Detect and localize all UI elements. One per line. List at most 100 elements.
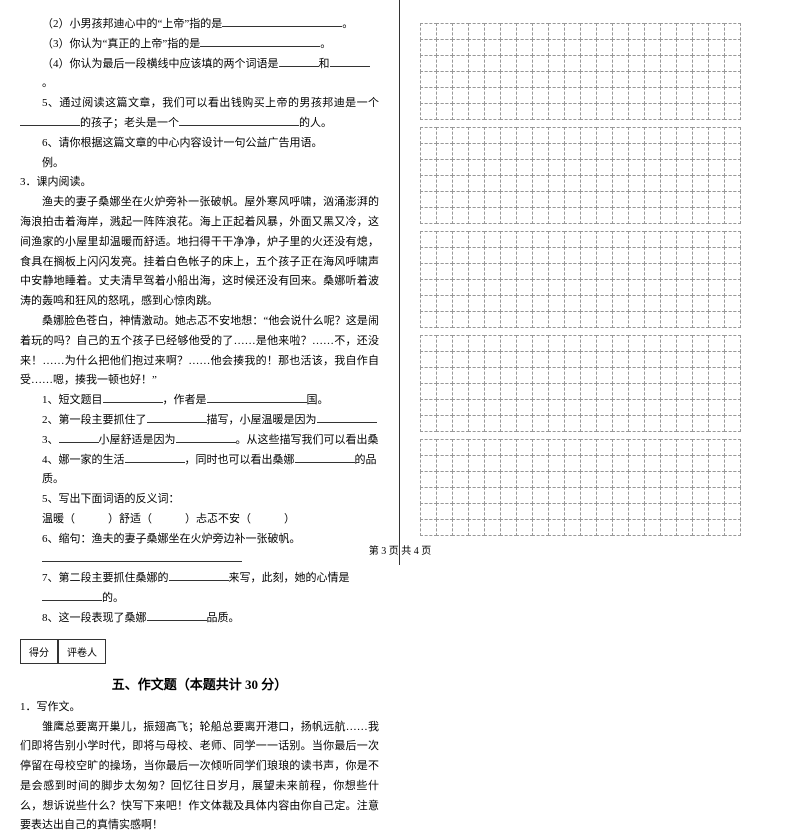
grid-cell: [708, 23, 725, 40]
grid-cell: [500, 103, 517, 120]
grid-cell: [532, 367, 549, 384]
grid-cell: [468, 159, 485, 176]
grid-cell: [644, 231, 661, 248]
grid-cell: [580, 127, 597, 144]
grid-cell: [468, 263, 485, 280]
grid-cell: [420, 191, 437, 208]
grid-cell: [436, 231, 453, 248]
grid-cell: [452, 439, 469, 456]
grid-cell: [436, 103, 453, 120]
grid-cell: [708, 231, 725, 248]
grid-cell: [484, 207, 501, 224]
grid-cell: [724, 351, 741, 368]
grid-cell: [724, 103, 741, 120]
grid-cell: [660, 279, 677, 296]
grid-cell: [724, 247, 741, 264]
grid-cell: [500, 279, 517, 296]
grid-cell: [724, 55, 741, 72]
grid-cell: [596, 55, 613, 72]
grid-cell: [612, 39, 629, 56]
grid-cell: [660, 415, 677, 432]
grid-cell: [484, 415, 501, 432]
grid-cell: [628, 127, 645, 144]
grid-cell: [660, 207, 677, 224]
grid-cell: [516, 231, 533, 248]
grid-cell: [548, 159, 565, 176]
grid-cell: [484, 263, 501, 280]
grid-cell: [676, 159, 693, 176]
grid-cell: [644, 247, 661, 264]
reading-q8: 8、这一段表现了桑娜品质。: [20, 609, 379, 629]
grid-cell: [452, 207, 469, 224]
grid-cell: [580, 159, 597, 176]
grid-cell: [532, 487, 549, 504]
grid-cell: [564, 383, 581, 400]
grid-cell: [612, 175, 629, 192]
grid-cell: [564, 23, 581, 40]
grid-cell: [628, 23, 645, 40]
grid-cell: [676, 383, 693, 400]
grid-cell: [436, 439, 453, 456]
grid-cell: [420, 127, 437, 144]
grid-cell: [708, 487, 725, 504]
grid-cell: [548, 399, 565, 416]
grid-cell: [452, 159, 469, 176]
grid-cell: [484, 143, 501, 160]
grid-cell: [564, 247, 581, 264]
grid-cell: [420, 367, 437, 384]
grid-cell: [548, 279, 565, 296]
grid-cell: [420, 55, 437, 72]
grid-cell: [420, 87, 437, 104]
grid-cell: [548, 55, 565, 72]
grid-cell: [516, 247, 533, 264]
grid-cell: [468, 367, 485, 384]
question-2: （2）小男孩邦迪心中的“上帝”指的是。: [20, 15, 379, 35]
grid-cell: [548, 207, 565, 224]
grid-cell: [452, 247, 469, 264]
grid-cell: [484, 103, 501, 120]
grid-cell: [708, 279, 725, 296]
grid-cell: [468, 143, 485, 160]
grid-cell: [468, 175, 485, 192]
grid-cell: [644, 23, 661, 40]
grid-cell: [484, 87, 501, 104]
grid-cell: [420, 503, 437, 520]
grid-row: [420, 87, 780, 103]
grid-cell: [500, 87, 517, 104]
grid-cell: [580, 335, 597, 352]
grid-cell: [484, 279, 501, 296]
grid-cell: [468, 127, 485, 144]
grid-cell: [660, 55, 677, 72]
grid-cell: [468, 207, 485, 224]
grid-cell: [612, 55, 629, 72]
grid-cell: [724, 159, 741, 176]
grid-cell: [452, 295, 469, 312]
grid-cell: [484, 71, 501, 88]
grid-cell: [580, 295, 597, 312]
grid-cell: [676, 263, 693, 280]
grid-cell: [708, 383, 725, 400]
grid-cell: [452, 455, 469, 472]
grid-cell: [516, 159, 533, 176]
example-label: 例。: [20, 154, 379, 174]
grid-cell: [644, 87, 661, 104]
grid-cell: [420, 23, 437, 40]
grid-cell: [516, 487, 533, 504]
grid-cell: [436, 87, 453, 104]
grid-cell: [612, 367, 629, 384]
grid-cell: [612, 383, 629, 400]
score-box: 得分 评卷人: [20, 639, 379, 664]
grid-cell: [452, 23, 469, 40]
grid-cell: [628, 335, 645, 352]
grid-cell: [516, 263, 533, 280]
grid-cell: [484, 367, 501, 384]
grid-cell: [436, 487, 453, 504]
grid-cell: [420, 487, 437, 504]
grid-cell: [532, 263, 549, 280]
grid-cell: [628, 175, 645, 192]
grid-cell: [596, 127, 613, 144]
grid-cell: [676, 71, 693, 88]
grid-cell: [420, 39, 437, 56]
grid-cell: [500, 127, 517, 144]
grid-cell: [548, 87, 565, 104]
